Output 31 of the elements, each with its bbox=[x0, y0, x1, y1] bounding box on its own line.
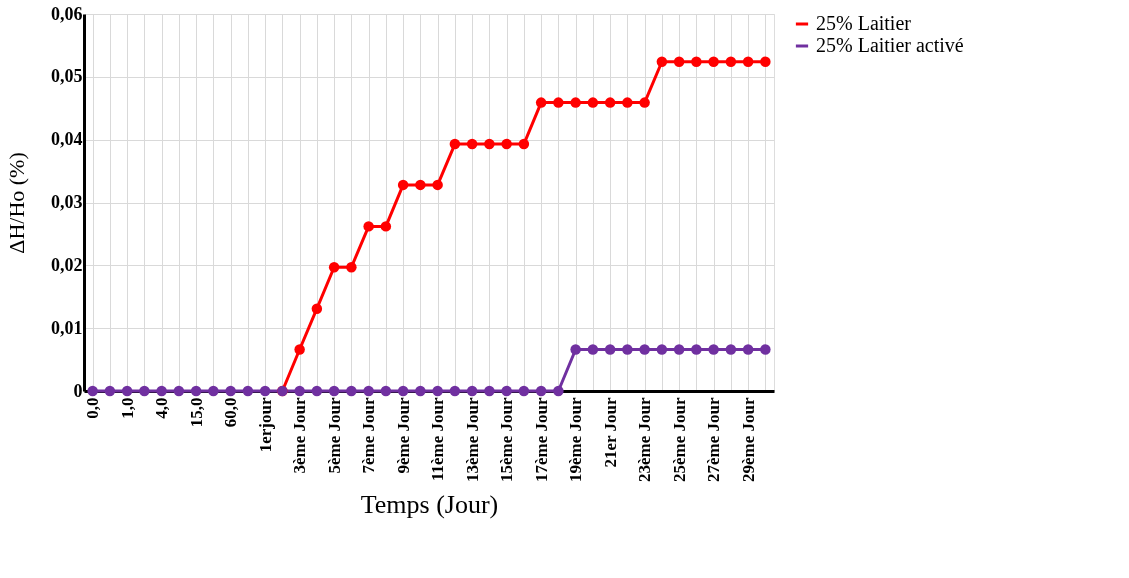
x-tick-label: 29ème Jour bbox=[738, 397, 758, 483]
x-tick-label: 4,0 bbox=[152, 397, 172, 419]
x-tick-label: 15,0 bbox=[186, 397, 206, 428]
x-tick-label: 1,0 bbox=[117, 397, 137, 419]
x-tick-label: 13ème Jour bbox=[462, 397, 482, 483]
x-tick-label: 27ème Jour bbox=[704, 397, 724, 483]
x-tick-label: 7ème Jour bbox=[359, 397, 379, 474]
x-tick-label: 15ème Jour bbox=[497, 397, 517, 483]
legend-label: 25% Laitier activé bbox=[816, 34, 964, 56]
y-axis-title: ΔH/Ho (%) bbox=[4, 152, 29, 254]
y-tick-label: 0,05 bbox=[51, 66, 83, 87]
y-tick-label: 0,01 bbox=[51, 317, 83, 338]
x-tick-label: 21er Jour bbox=[600, 397, 620, 468]
y-tick-label: 0,03 bbox=[51, 192, 83, 212]
x-tick-label: 9ème Jour bbox=[393, 397, 413, 474]
x-tick-label: 17ème Jour bbox=[531, 397, 551, 483]
x-tick-label: 1erjour bbox=[255, 397, 275, 453]
x-tick-label: 0,0 bbox=[83, 397, 103, 419]
y-tick-label: 0 bbox=[73, 380, 83, 401]
x-tick-label: 5ème Jour bbox=[324, 397, 344, 474]
x-tick-label: 23ème Jour bbox=[635, 397, 655, 483]
y-tick-label: 0,06 bbox=[51, 3, 83, 24]
x-tick-label: 25ème Jour bbox=[669, 397, 689, 483]
x-tick-label: 3ème Jour bbox=[290, 397, 310, 474]
x-tick-label: 60,0 bbox=[221, 397, 241, 428]
x-axis-title: Temps (Jour) bbox=[360, 490, 499, 519]
legend-label: 25% Laitier bbox=[816, 12, 912, 34]
y-tick-label: 0,04 bbox=[51, 129, 83, 150]
x-tick-label: 19ème Jour bbox=[566, 397, 586, 483]
y-tick-label: 0,02 bbox=[51, 254, 83, 275]
x-tick-label: 11ème Jour bbox=[428, 397, 448, 482]
